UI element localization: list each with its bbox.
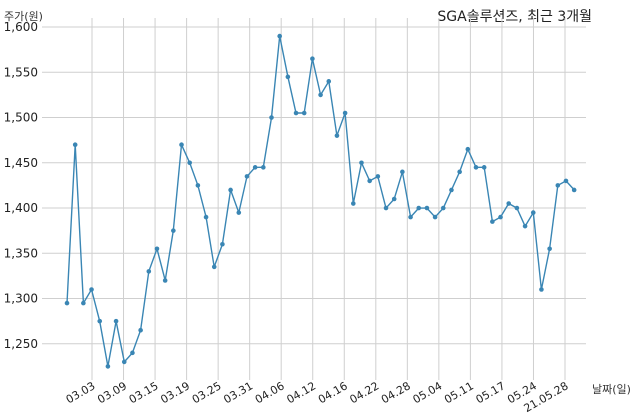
y-tick-label: 1,450	[4, 156, 38, 170]
y-tick-label: 1,600	[4, 20, 38, 34]
data-point	[236, 210, 242, 215]
data-point	[391, 196, 397, 202]
data-point	[72, 142, 78, 147]
data-point	[261, 165, 266, 170]
data-point	[555, 183, 561, 188]
data-point	[359, 160, 364, 166]
data-point	[334, 133, 340, 138]
x-tick-label: 04.16	[316, 379, 350, 406]
data-point	[89, 287, 94, 292]
x-tick-label: 03.19	[158, 379, 192, 406]
x-tick-label: 03.31	[221, 379, 255, 406]
data-point	[220, 241, 225, 247]
y-tick-label: 1,300	[4, 292, 38, 306]
data-point	[277, 33, 282, 39]
data-point	[97, 318, 103, 324]
data-point	[490, 219, 495, 224]
data-point	[310, 56, 315, 62]
data-point	[465, 146, 471, 152]
data-point	[301, 110, 307, 116]
data-point	[440, 205, 446, 211]
x-tick-label: 03.09	[95, 379, 129, 406]
data-point	[171, 228, 176, 233]
data-point	[203, 214, 209, 220]
x-axis-label: 날짜(일)	[592, 383, 631, 396]
data-point	[473, 165, 479, 170]
data-point	[162, 278, 168, 283]
data-point	[81, 300, 86, 306]
data-point	[326, 79, 332, 84]
vertical-gridlines	[91, 18, 566, 380]
data-point	[342, 110, 348, 116]
x-tick-label: 03.25	[190, 379, 224, 406]
x-tick-labels: 03.0303.0903.1503.1903.2503.3104.0604.12…	[64, 379, 571, 415]
x-tick-label: 04.28	[379, 379, 413, 406]
data-point	[285, 74, 291, 80]
data-point	[408, 214, 413, 220]
data-point	[498, 214, 503, 220]
data-point	[146, 269, 152, 274]
data-point	[269, 115, 274, 120]
data-point	[179, 142, 184, 147]
y-tick-label: 1,400	[4, 201, 38, 215]
data-point	[195, 183, 201, 188]
x-tick-label: 03.03	[64, 379, 98, 406]
data-point	[400, 169, 405, 175]
data-point	[121, 359, 127, 365]
data-point	[244, 174, 250, 179]
data-point	[293, 110, 299, 116]
data-point	[416, 205, 422, 211]
y-tick-label: 1,550	[4, 65, 38, 79]
data-point	[481, 165, 487, 170]
data-point	[113, 318, 119, 324]
data-point	[367, 178, 372, 184]
data-point	[211, 264, 217, 270]
price-points	[64, 33, 577, 369]
x-tick-label: 04.22	[348, 379, 382, 406]
horizontal-gridlines	[42, 26, 586, 345]
chart-title: SGA솔루션즈, 최근 3개월	[437, 9, 592, 25]
x-tick-label: 03.15	[127, 379, 161, 406]
data-point	[252, 165, 258, 170]
data-point	[457, 169, 462, 175]
y-tick-labels: 1,250 1,300 1,350 1,400 1,450 1,500 1,550 1,600	[4, 20, 38, 351]
data-point	[318, 92, 323, 98]
data-point	[424, 205, 430, 211]
y-tick-label: 1,500	[4, 111, 38, 125]
y-axis-label: 주가(원)	[4, 10, 43, 23]
data-point	[547, 246, 552, 252]
data-point	[383, 205, 389, 211]
data-point	[563, 178, 569, 184]
data-point	[105, 364, 111, 369]
data-point	[228, 187, 233, 193]
data-point	[375, 174, 381, 179]
x-tick-label: 05.04	[411, 379, 445, 406]
data-point	[449, 187, 454, 193]
x-tick-label: 05.17	[474, 379, 508, 406]
x-tick-label: 05.11	[442, 379, 476, 406]
x-tick-label: 04.12	[284, 379, 318, 406]
data-point	[187, 160, 192, 166]
data-point	[530, 210, 536, 215]
data-point	[432, 214, 438, 220]
data-point	[64, 300, 70, 306]
data-point	[506, 201, 512, 206]
data-point	[571, 187, 577, 193]
data-point	[351, 201, 356, 206]
y-tick-label: 1,350	[4, 246, 38, 260]
data-point	[539, 287, 544, 292]
data-point	[130, 350, 135, 356]
data-point	[514, 205, 520, 211]
price-series-line	[66, 35, 575, 367]
data-point	[154, 246, 160, 252]
x-tick-label: 04.06	[253, 379, 287, 406]
y-tick-label: 1,250	[4, 337, 38, 351]
data-point	[138, 327, 143, 333]
data-point	[522, 223, 528, 229]
